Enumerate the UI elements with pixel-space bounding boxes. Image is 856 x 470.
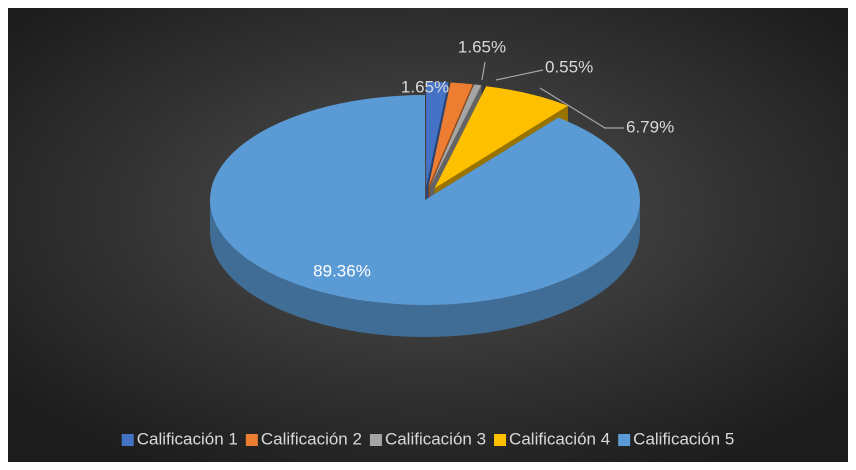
legend-swatch bbox=[618, 434, 631, 446]
legend-label: Calificación 2 bbox=[261, 429, 362, 448]
slice bbox=[210, 95, 640, 305]
slice bbox=[426, 81, 449, 187]
legend-swatch bbox=[245, 434, 258, 446]
data-label: 0.55% bbox=[545, 57, 593, 76]
legend: Calificación 1 Calificación 2 Calificación… bbox=[121, 429, 734, 448]
slice-side bbox=[210, 200, 640, 337]
legend-label: Calificación 4 bbox=[509, 429, 610, 448]
legend-swatch bbox=[494, 434, 507, 446]
legend-label: Calificación 5 bbox=[633, 429, 734, 448]
data-label: 6.79% bbox=[626, 117, 674, 136]
data-label: 1.65% bbox=[458, 37, 506, 56]
legend-swatch bbox=[369, 434, 382, 446]
leader-line bbox=[539, 87, 624, 129]
legend-label: Calificación 3 bbox=[385, 429, 486, 448]
data-label: 1.65% bbox=[401, 77, 449, 96]
slice bbox=[429, 84, 482, 188]
leader-line bbox=[495, 69, 544, 81]
legend-swatch bbox=[121, 434, 134, 446]
slice bbox=[434, 86, 568, 189]
legend-label: Calificación 1 bbox=[137, 429, 238, 448]
data-label: 89.36% bbox=[313, 261, 371, 280]
leader-line bbox=[481, 61, 486, 81]
slice bbox=[428, 82, 473, 187]
